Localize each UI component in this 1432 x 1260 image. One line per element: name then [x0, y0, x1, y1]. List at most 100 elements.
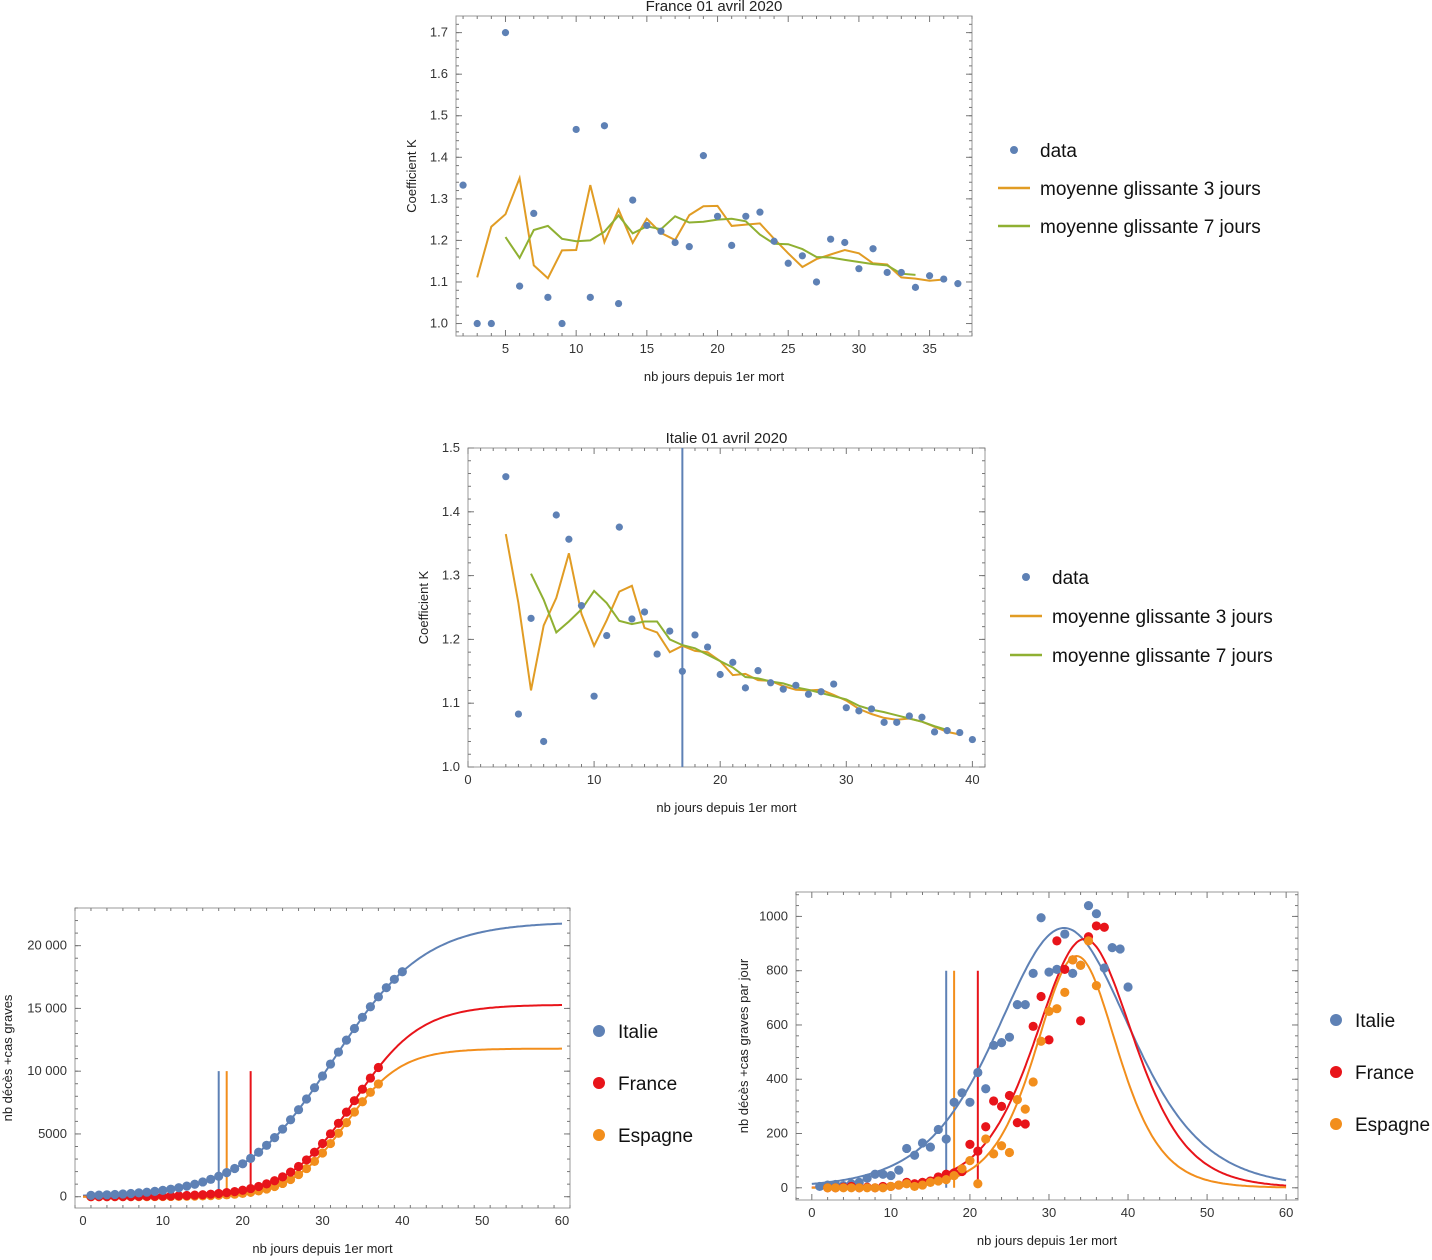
- data-point: [206, 1174, 216, 1184]
- data-point: [190, 1179, 200, 1189]
- legend-label: moyenne glissante 7 jours: [1052, 646, 1273, 667]
- data-point: [804, 690, 813, 698]
- y-tick-label: 1.0: [442, 759, 460, 774]
- x-tick-label: 20: [713, 772, 727, 787]
- legend: Italie France Espagne: [1330, 1011, 1430, 1136]
- data-point: [1107, 943, 1117, 953]
- data-point: [968, 735, 976, 744]
- data-point: [902, 1179, 912, 1189]
- data-point: [981, 1122, 991, 1132]
- data-point: [1028, 1021, 1038, 1031]
- data-point: [102, 1190, 112, 1200]
- data-point: [174, 1183, 184, 1193]
- data-point: [854, 1183, 864, 1193]
- y-tick-label: 1.5: [442, 440, 460, 455]
- x-tick-label: 30: [1042, 1205, 1056, 1220]
- data-point: [365, 1002, 376, 1012]
- data-point: [357, 1084, 368, 1094]
- x-tick-label: 40: [1121, 1205, 1135, 1220]
- data-point: [713, 212, 722, 220]
- data-point: [902, 1143, 912, 1154]
- y-tick-label: 200: [766, 1126, 788, 1141]
- series-line: [504, 213, 916, 276]
- x-tick-label: 60: [1279, 1205, 1293, 1220]
- data-point: [349, 1023, 360, 1034]
- x-tick-label: 10: [587, 772, 601, 787]
- data-point: [628, 615, 636, 623]
- x-tick-label: 10: [569, 341, 583, 356]
- y-tick-label: 1.2: [430, 232, 448, 247]
- x-tick-label: 30: [852, 341, 866, 356]
- legend-marker: [1330, 1118, 1342, 1130]
- data-point: [678, 667, 686, 675]
- data-point: [1004, 1032, 1015, 1042]
- data-point: [1060, 929, 1070, 939]
- data-point: [309, 1156, 320, 1166]
- legend-label: moyenne glissante 3 jours: [1052, 607, 1273, 628]
- data-point: [1036, 1036, 1046, 1046]
- data-point: [1075, 1016, 1086, 1026]
- data-point: [671, 238, 679, 247]
- x-tick-label: 35: [922, 341, 936, 356]
- data-point: [1091, 981, 1102, 991]
- data-point: [1036, 913, 1046, 923]
- y-tick-label: 10 000: [27, 1063, 67, 1078]
- data-point: [222, 1188, 232, 1198]
- data-point: [1004, 1090, 1015, 1101]
- data-point: [600, 122, 609, 130]
- data-point: [615, 523, 623, 531]
- data-point: [174, 1191, 184, 1201]
- data-point: [317, 1148, 328, 1158]
- y-tick-label: 800: [766, 963, 788, 978]
- data-point: [894, 1180, 904, 1190]
- data-point: [996, 1038, 1007, 1048]
- y-tick-label: 1.4: [442, 504, 460, 519]
- x-tick-label: 20: [963, 1205, 977, 1220]
- data-point: [830, 1183, 841, 1193]
- data-point: [1099, 963, 1109, 973]
- x-tick-label: 0: [808, 1205, 815, 1220]
- data-point: [1052, 964, 1062, 974]
- data-point: [317, 1138, 328, 1149]
- data-point: [309, 1147, 320, 1157]
- x-tick-label: 25: [781, 341, 795, 356]
- data-point: [514, 710, 523, 718]
- fit-curve: [83, 1004, 562, 1198]
- data-point: [1115, 944, 1125, 954]
- data-point: [166, 1184, 176, 1194]
- data-point: [770, 237, 778, 245]
- plot-frame: [795, 891, 1299, 1201]
- y-tick-label: 400: [766, 1071, 788, 1086]
- chart-title: France 01 avril 2020: [646, 0, 783, 15]
- data-point: [973, 1067, 983, 1078]
- data-point: [166, 1191, 176, 1201]
- data-point: [981, 1084, 991, 1094]
- data-point: [941, 1175, 951, 1185]
- data-point: [206, 1189, 216, 1199]
- data-point: [473, 319, 481, 328]
- y-tick-label: 1.3: [442, 568, 460, 583]
- data-point: [878, 1169, 888, 1179]
- data-point: [277, 1124, 288, 1134]
- data-point: [590, 692, 598, 700]
- data-point: [86, 1190, 96, 1200]
- data-point: [917, 1138, 928, 1148]
- x-tick-label: 10: [884, 1205, 898, 1220]
- data-point: [1044, 967, 1054, 977]
- data-point: [909, 1150, 920, 1160]
- data-point: [333, 1118, 344, 1128]
- legend-marker: [1330, 1014, 1342, 1026]
- data-point: [756, 208, 764, 216]
- data-point: [389, 974, 399, 984]
- data-point: [870, 1169, 880, 1179]
- data-point: [957, 1164, 967, 1174]
- data-point: [357, 1097, 368, 1107]
- data-point: [989, 1149, 999, 1159]
- legend-marker: [1022, 573, 1030, 581]
- data-point: [301, 1094, 312, 1104]
- data-point: [886, 1181, 896, 1192]
- y-tick-label: 1.6: [430, 66, 448, 81]
- data-point: [269, 1132, 280, 1143]
- y-tick-label: 5000: [38, 1126, 67, 1141]
